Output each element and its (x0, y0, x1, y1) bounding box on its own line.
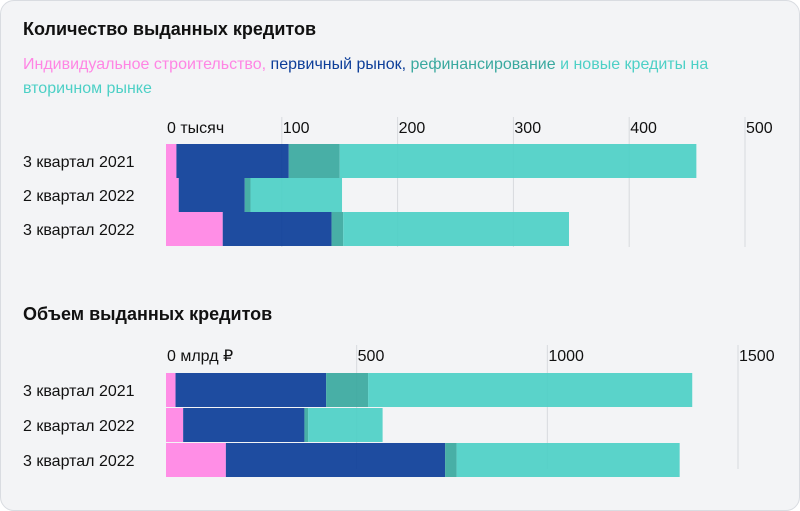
legend-individual: Индивидуальное строительство, (23, 56, 267, 73)
legend-primary: первичный рынок, (270, 56, 407, 73)
bar-segment-new-secondary (339, 144, 697, 178)
bar-segment-individual (166, 408, 184, 442)
bar-segment-refinancing (304, 408, 309, 442)
category-label: 3 квартал 2021 (23, 383, 135, 400)
legend: Индивидуальное строительство, первичный … (23, 53, 783, 101)
category-label: 3 квартал 2022 (23, 222, 135, 239)
category-label: 3 квартал 2021 (23, 154, 135, 171)
bar-segment-refinancing (326, 373, 369, 407)
chart-title-volume: Объем выданных кредитов (23, 304, 273, 324)
category-label: 3 квартал 2022 (23, 453, 135, 470)
bar-segment-primary (175, 373, 327, 407)
x-tick-label: 300 (514, 120, 541, 137)
bar-segment-primary (183, 408, 305, 442)
bar-segment-refinancing (288, 144, 340, 178)
bar-segment-new-secondary (343, 212, 569, 246)
x-tick-label: 500 (358, 348, 385, 365)
legend-joiner: и (560, 56, 570, 73)
bar-segment-primary (222, 212, 332, 246)
x-tick-label: 0 тысяч (167, 120, 224, 137)
bar-segment-individual (166, 178, 179, 212)
bar-segment-individual (166, 373, 176, 407)
chart-count: 0 тысяч 100 200 300 400 500 3 квартал 2021 2 кв… (23, 117, 773, 247)
x-tick-label: 400 (630, 120, 657, 137)
bar-segment-primary (178, 178, 245, 212)
x-tick-label: 500 (746, 120, 773, 137)
bar-segment-refinancing (331, 212, 344, 246)
bar-segment-new-secondary (250, 178, 343, 212)
x-tick-label: 1000 (548, 348, 584, 365)
bar-segment-new-secondary (308, 408, 383, 442)
x-tick-label: 100 (283, 120, 310, 137)
legend-new-secondary: новые кредиты на вторичном рынке (23, 56, 709, 97)
x-tick-label: 1500 (739, 348, 775, 365)
bar-segment-refinancing (445, 443, 457, 477)
bar-segment-individual (166, 443, 226, 477)
bar-segment-individual (166, 212, 223, 246)
category-label: 2 квартал 2022 (23, 418, 135, 435)
x-tick-label: 200 (399, 120, 426, 137)
legend-refinancing: рефинансирование (410, 56, 556, 73)
bar-segment-individual (166, 144, 177, 178)
chart-title-count: Количество выданных кредитов (23, 19, 317, 39)
bar-segment-new-secondary (368, 373, 693, 407)
x-tick-label: 0 млрд ₽ (167, 348, 233, 365)
chart-volume: 0 млрд ₽ 500 1000 1500 3 квартал 2021 2 кварт… (23, 345, 775, 477)
bar-segment-new-secondary (456, 443, 680, 477)
category-label: 2 квартал 2022 (23, 188, 135, 205)
bar-segment-primary (225, 443, 446, 477)
bar-segment-primary (176, 144, 289, 178)
bar-segment-refinancing (244, 178, 251, 212)
